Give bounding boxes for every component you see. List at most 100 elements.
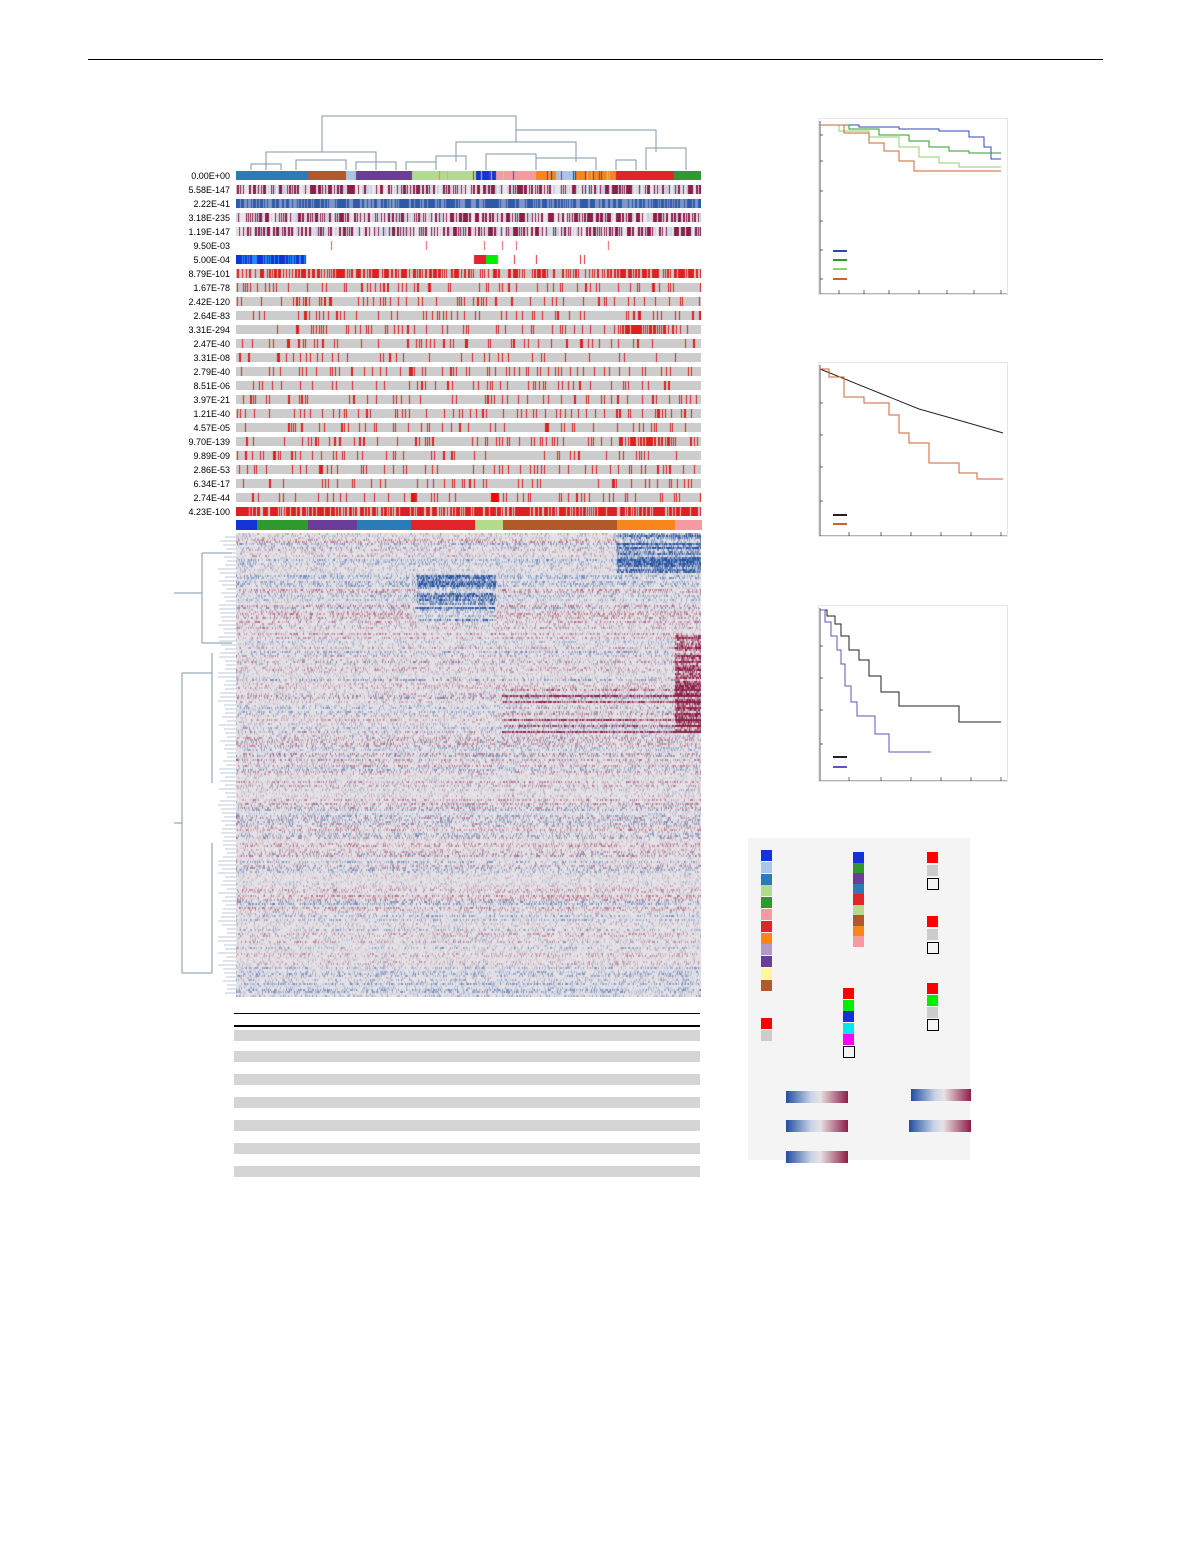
row-dendrogram (174, 536, 236, 994)
legend-swatch (927, 865, 938, 876)
annotation-track (236, 339, 701, 348)
bottom-table-row (234, 1074, 700, 1085)
track-pvalue-label: 8.51E-06 (193, 381, 230, 391)
heatmap-canvas (236, 533, 701, 997)
track-pvalue-label: 2.22E-41 (193, 199, 230, 209)
annotation-track (236, 171, 701, 180)
annotation-track (236, 269, 701, 278)
track-pvalue-label: 3.18E-235 (188, 213, 230, 223)
legend-panel (748, 838, 971, 1163)
annotation-track (236, 353, 701, 362)
annotation-track (236, 465, 701, 474)
color-scale-5 (786, 1151, 848, 1163)
track-pvalue-label: 4.57E-05 (193, 423, 230, 433)
annotation-track (236, 297, 701, 306)
track-pvalue-label: 1.67E-78 (193, 283, 230, 293)
legend-swatch (853, 894, 864, 905)
legend-swatch (843, 1022, 854, 1034)
track-pvalue-label: 8.79E-101 (188, 269, 230, 279)
annotation-track (236, 381, 701, 390)
legend-swatch (761, 873, 772, 885)
track-pvalue-label: 2.74E-44 (193, 493, 230, 503)
legend-swatch (927, 852, 938, 863)
legend-swatch (761, 909, 772, 920)
legend-swatch (761, 920, 772, 932)
legend-swatch (843, 1011, 854, 1022)
track-pvalue-label: 2.42E-120 (188, 297, 230, 307)
annotation-track (236, 185, 701, 194)
track-pvalue-label: 5.00E-04 (193, 255, 230, 265)
bottom-table-top-rule (234, 1013, 700, 1014)
track-pvalue-label: 9.70E-139 (188, 437, 230, 447)
legend-swatch (927, 1019, 939, 1031)
track-pvalue-label: 3.31E-08 (193, 353, 230, 363)
bottom-table-row (234, 1030, 700, 1041)
legend-swatch (761, 1018, 772, 1029)
annotation-track (236, 283, 701, 292)
legend-swatch (761, 968, 772, 979)
track-pvalue-label: 3.31E-294 (188, 325, 230, 335)
bottom-table-row (234, 1120, 700, 1131)
legend-swatch (843, 999, 854, 1011)
annotation-track (236, 255, 701, 264)
annotation-track (236, 213, 701, 222)
annotation-track (236, 437, 701, 446)
bottom-table-row (234, 1051, 700, 1062)
color-scale-3 (786, 1120, 848, 1132)
legend-swatch (853, 852, 864, 863)
track-pvalue-label: 2.64E-83 (193, 311, 230, 321)
column-dendrogram (250, 115, 687, 170)
km-plot-2 (818, 362, 1008, 537)
legend-swatch (927, 929, 938, 940)
track-pvalue-label: 5.58E-147 (188, 185, 230, 195)
bottom-table-row (234, 1143, 700, 1154)
km-plot-3 (818, 605, 1008, 782)
legend-swatch (761, 861, 772, 873)
color-scale-2 (911, 1089, 971, 1101)
color-scale-1 (786, 1091, 848, 1103)
legend-swatch (927, 995, 938, 1006)
legend-swatch (761, 932, 772, 944)
annotation-track (236, 199, 701, 208)
legend-swatch (853, 925, 864, 937)
legend-swatch (761, 956, 772, 968)
legend-swatch (843, 1034, 854, 1045)
legend-swatch (927, 1007, 938, 1018)
annotation-track (236, 479, 701, 488)
legend-swatch (761, 944, 772, 956)
annotation-track (236, 311, 701, 320)
track-pvalue-label: 6.34E-17 (193, 479, 230, 489)
cluster-color-bar (236, 520, 702, 530)
legend-swatch (761, 885, 772, 897)
annotation-track (236, 493, 701, 502)
annotation-track (236, 241, 701, 250)
annotation-track (236, 395, 701, 404)
legend-swatch (853, 862, 864, 874)
track-pvalue-label: 2.86E-53 (193, 465, 230, 475)
legend-swatch (927, 878, 939, 890)
legend-swatch (761, 897, 772, 909)
legend-swatch (927, 916, 938, 927)
legend-swatch (761, 850, 772, 861)
annotation-track (236, 451, 701, 460)
legend-swatch (761, 979, 772, 991)
legend-swatch (853, 936, 864, 947)
annotation-track (236, 409, 701, 418)
legend-swatch (843, 988, 854, 999)
bottom-table-row (234, 1166, 700, 1177)
color-scale-4 (909, 1120, 971, 1132)
annotation-track (236, 423, 701, 432)
legend-swatch (853, 904, 864, 916)
page-top-rule (88, 59, 1103, 60)
legend-swatch (927, 983, 938, 994)
track-pvalue-label: 4.23E-100 (188, 507, 230, 517)
bottom-table-header-rule (234, 1025, 700, 1027)
track-pvalue-label: 2.47E-40 (193, 339, 230, 349)
legend-swatch (853, 873, 864, 884)
track-pvalue-label: 2.79E-40 (193, 367, 230, 377)
legend-swatch (761, 1030, 772, 1041)
annotation-track (236, 367, 701, 376)
track-pvalue-label: 3.97E-21 (193, 395, 230, 405)
heatmap (236, 533, 701, 997)
track-pvalue-label: 9.89E-09 (193, 451, 230, 461)
